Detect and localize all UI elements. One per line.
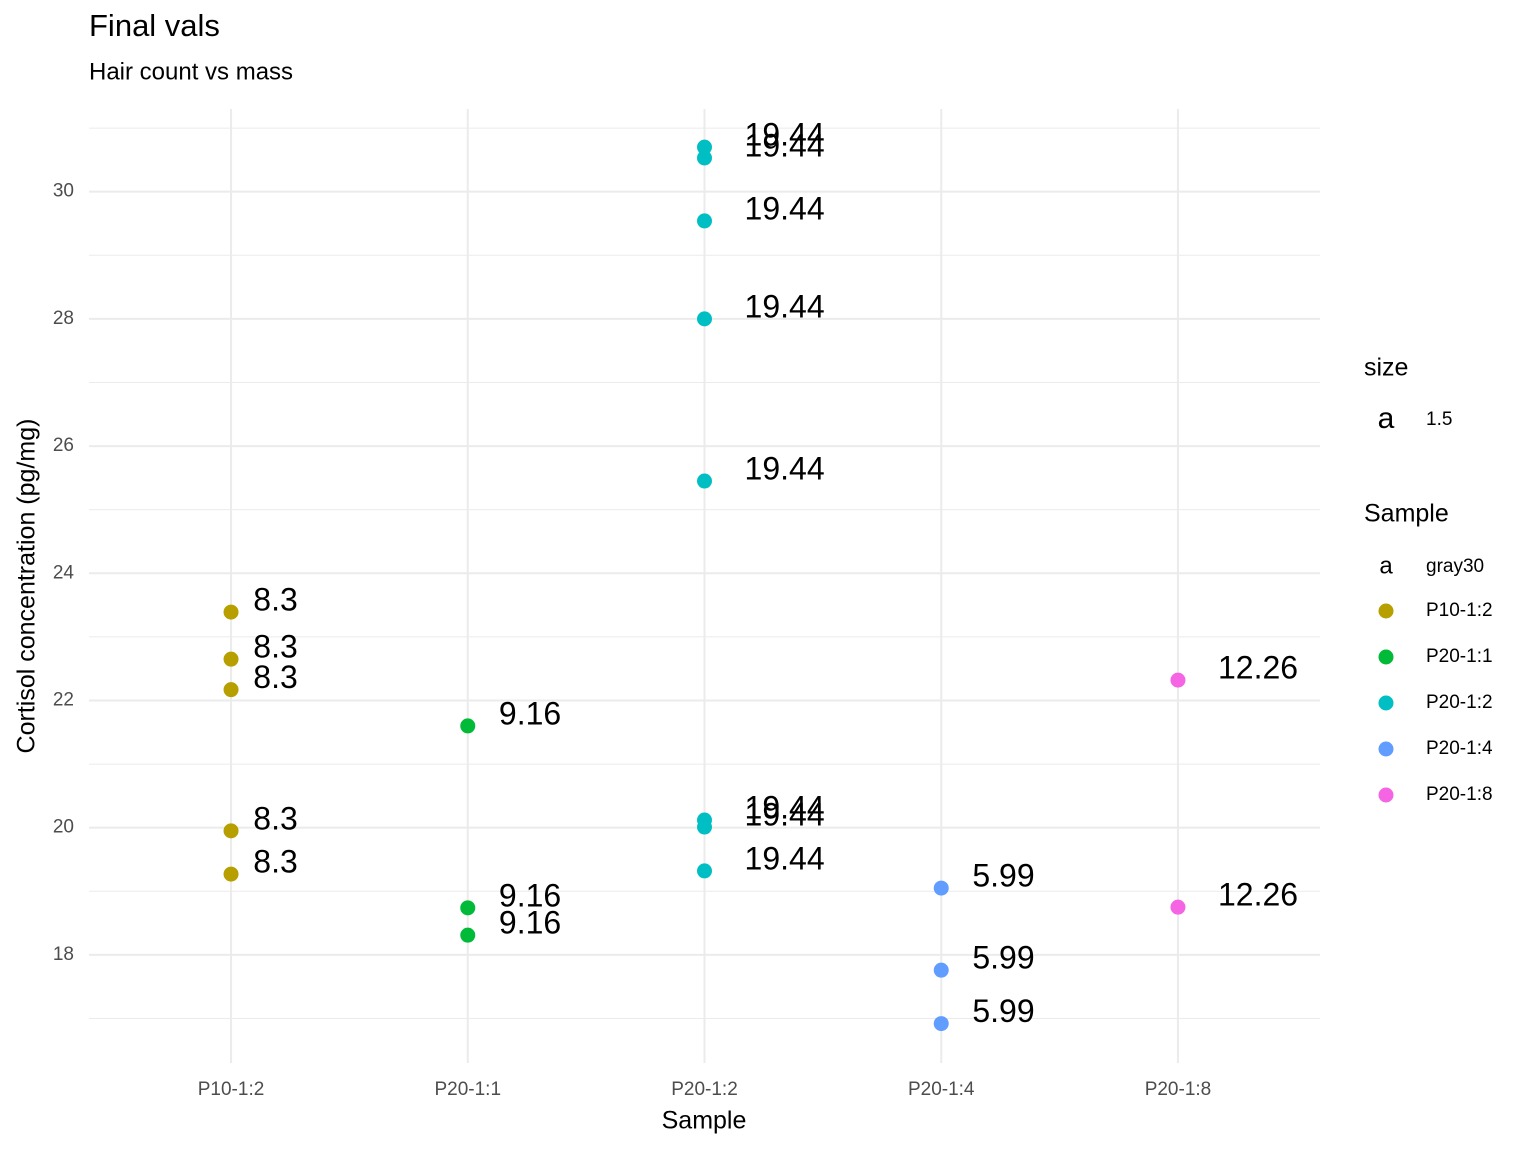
chart-title: Final vals xyxy=(89,8,220,43)
data-label: 8.3 xyxy=(253,629,297,665)
point xyxy=(933,962,949,978)
data-label: 12.26 xyxy=(1218,650,1298,686)
data-label: 19.44 xyxy=(745,190,825,226)
legend-key: a xyxy=(1378,402,1395,435)
x-tick-label: P10-1:2 xyxy=(198,1079,265,1100)
data-label: 19.44 xyxy=(745,288,825,324)
point xyxy=(933,880,949,896)
x-tick-label: P20-1:4 xyxy=(908,1079,975,1100)
data-label: 19.44 xyxy=(745,796,825,832)
point xyxy=(1170,899,1186,915)
y-tick-label: 18 xyxy=(53,944,74,965)
data-label: 19.44 xyxy=(745,840,825,876)
point xyxy=(223,651,239,667)
data-label: 19.44 xyxy=(745,127,825,163)
legend-label: gray30 xyxy=(1426,556,1484,577)
data-label: 9.16 xyxy=(499,877,561,913)
legend-label: P10-1:2 xyxy=(1426,600,1493,621)
data-label: 8.3 xyxy=(253,659,297,695)
data-label: 19.44 xyxy=(745,790,825,826)
chart-subtitle: Hair count vs mass xyxy=(89,58,293,85)
y-tick-label: 22 xyxy=(53,689,74,710)
point xyxy=(1170,672,1186,688)
data-label: 19.44 xyxy=(745,117,825,153)
data-label: 5.99 xyxy=(972,940,1034,976)
point xyxy=(697,311,712,327)
point xyxy=(223,682,239,698)
legend-marker xyxy=(1378,649,1394,665)
point xyxy=(460,927,476,943)
legend-marker xyxy=(1378,603,1394,619)
y-tick-label: 28 xyxy=(53,308,74,329)
legend-marker xyxy=(1378,695,1394,711)
legend-marker xyxy=(1378,787,1394,803)
point xyxy=(697,819,712,835)
point xyxy=(460,900,476,916)
data-label: 5.99 xyxy=(972,993,1034,1029)
data-label: 8.3 xyxy=(253,800,297,836)
point xyxy=(697,150,712,166)
x-tick-label: P20-1:1 xyxy=(434,1079,501,1100)
point xyxy=(460,718,476,734)
legend-label: P20-1:8 xyxy=(1426,784,1493,805)
data-label: 12.26 xyxy=(1218,877,1298,913)
legend-title: size xyxy=(1364,354,1408,382)
data-label: 8.3 xyxy=(253,844,297,880)
legend-marker xyxy=(1378,741,1394,757)
legend-title: Sample xyxy=(1364,500,1449,528)
legend-label: P20-1:4 xyxy=(1426,738,1493,759)
point xyxy=(697,213,712,229)
point xyxy=(223,823,239,839)
x-axis-title: Sample xyxy=(662,1107,747,1135)
legend-label: P20-1:1 xyxy=(1426,646,1493,667)
point xyxy=(697,473,712,489)
point xyxy=(223,604,239,620)
y-tick-label: 24 xyxy=(53,562,75,583)
data-label: 8.3 xyxy=(253,582,297,618)
point xyxy=(697,863,712,879)
data-label: 19.44 xyxy=(745,451,825,487)
point xyxy=(933,1016,949,1032)
x-tick-label: P20-1:8 xyxy=(1145,1079,1212,1100)
y-tick-label: 30 xyxy=(53,181,74,202)
data-label: 9.16 xyxy=(499,695,561,731)
y-tick-label: 20 xyxy=(53,817,74,838)
y-axis-title: Cortisol concentration (pg/mg) xyxy=(13,419,41,754)
legend-label: 1.5 xyxy=(1426,409,1452,430)
point xyxy=(223,866,239,882)
data-label: 9.16 xyxy=(499,905,561,941)
legend-key: a xyxy=(1379,552,1393,579)
y-tick-label: 26 xyxy=(53,435,74,456)
legend-label: P20-1:2 xyxy=(1426,692,1493,713)
x-tick-label: P20-1:2 xyxy=(671,1079,738,1100)
point xyxy=(697,139,712,155)
data-label: 5.99 xyxy=(972,858,1034,894)
